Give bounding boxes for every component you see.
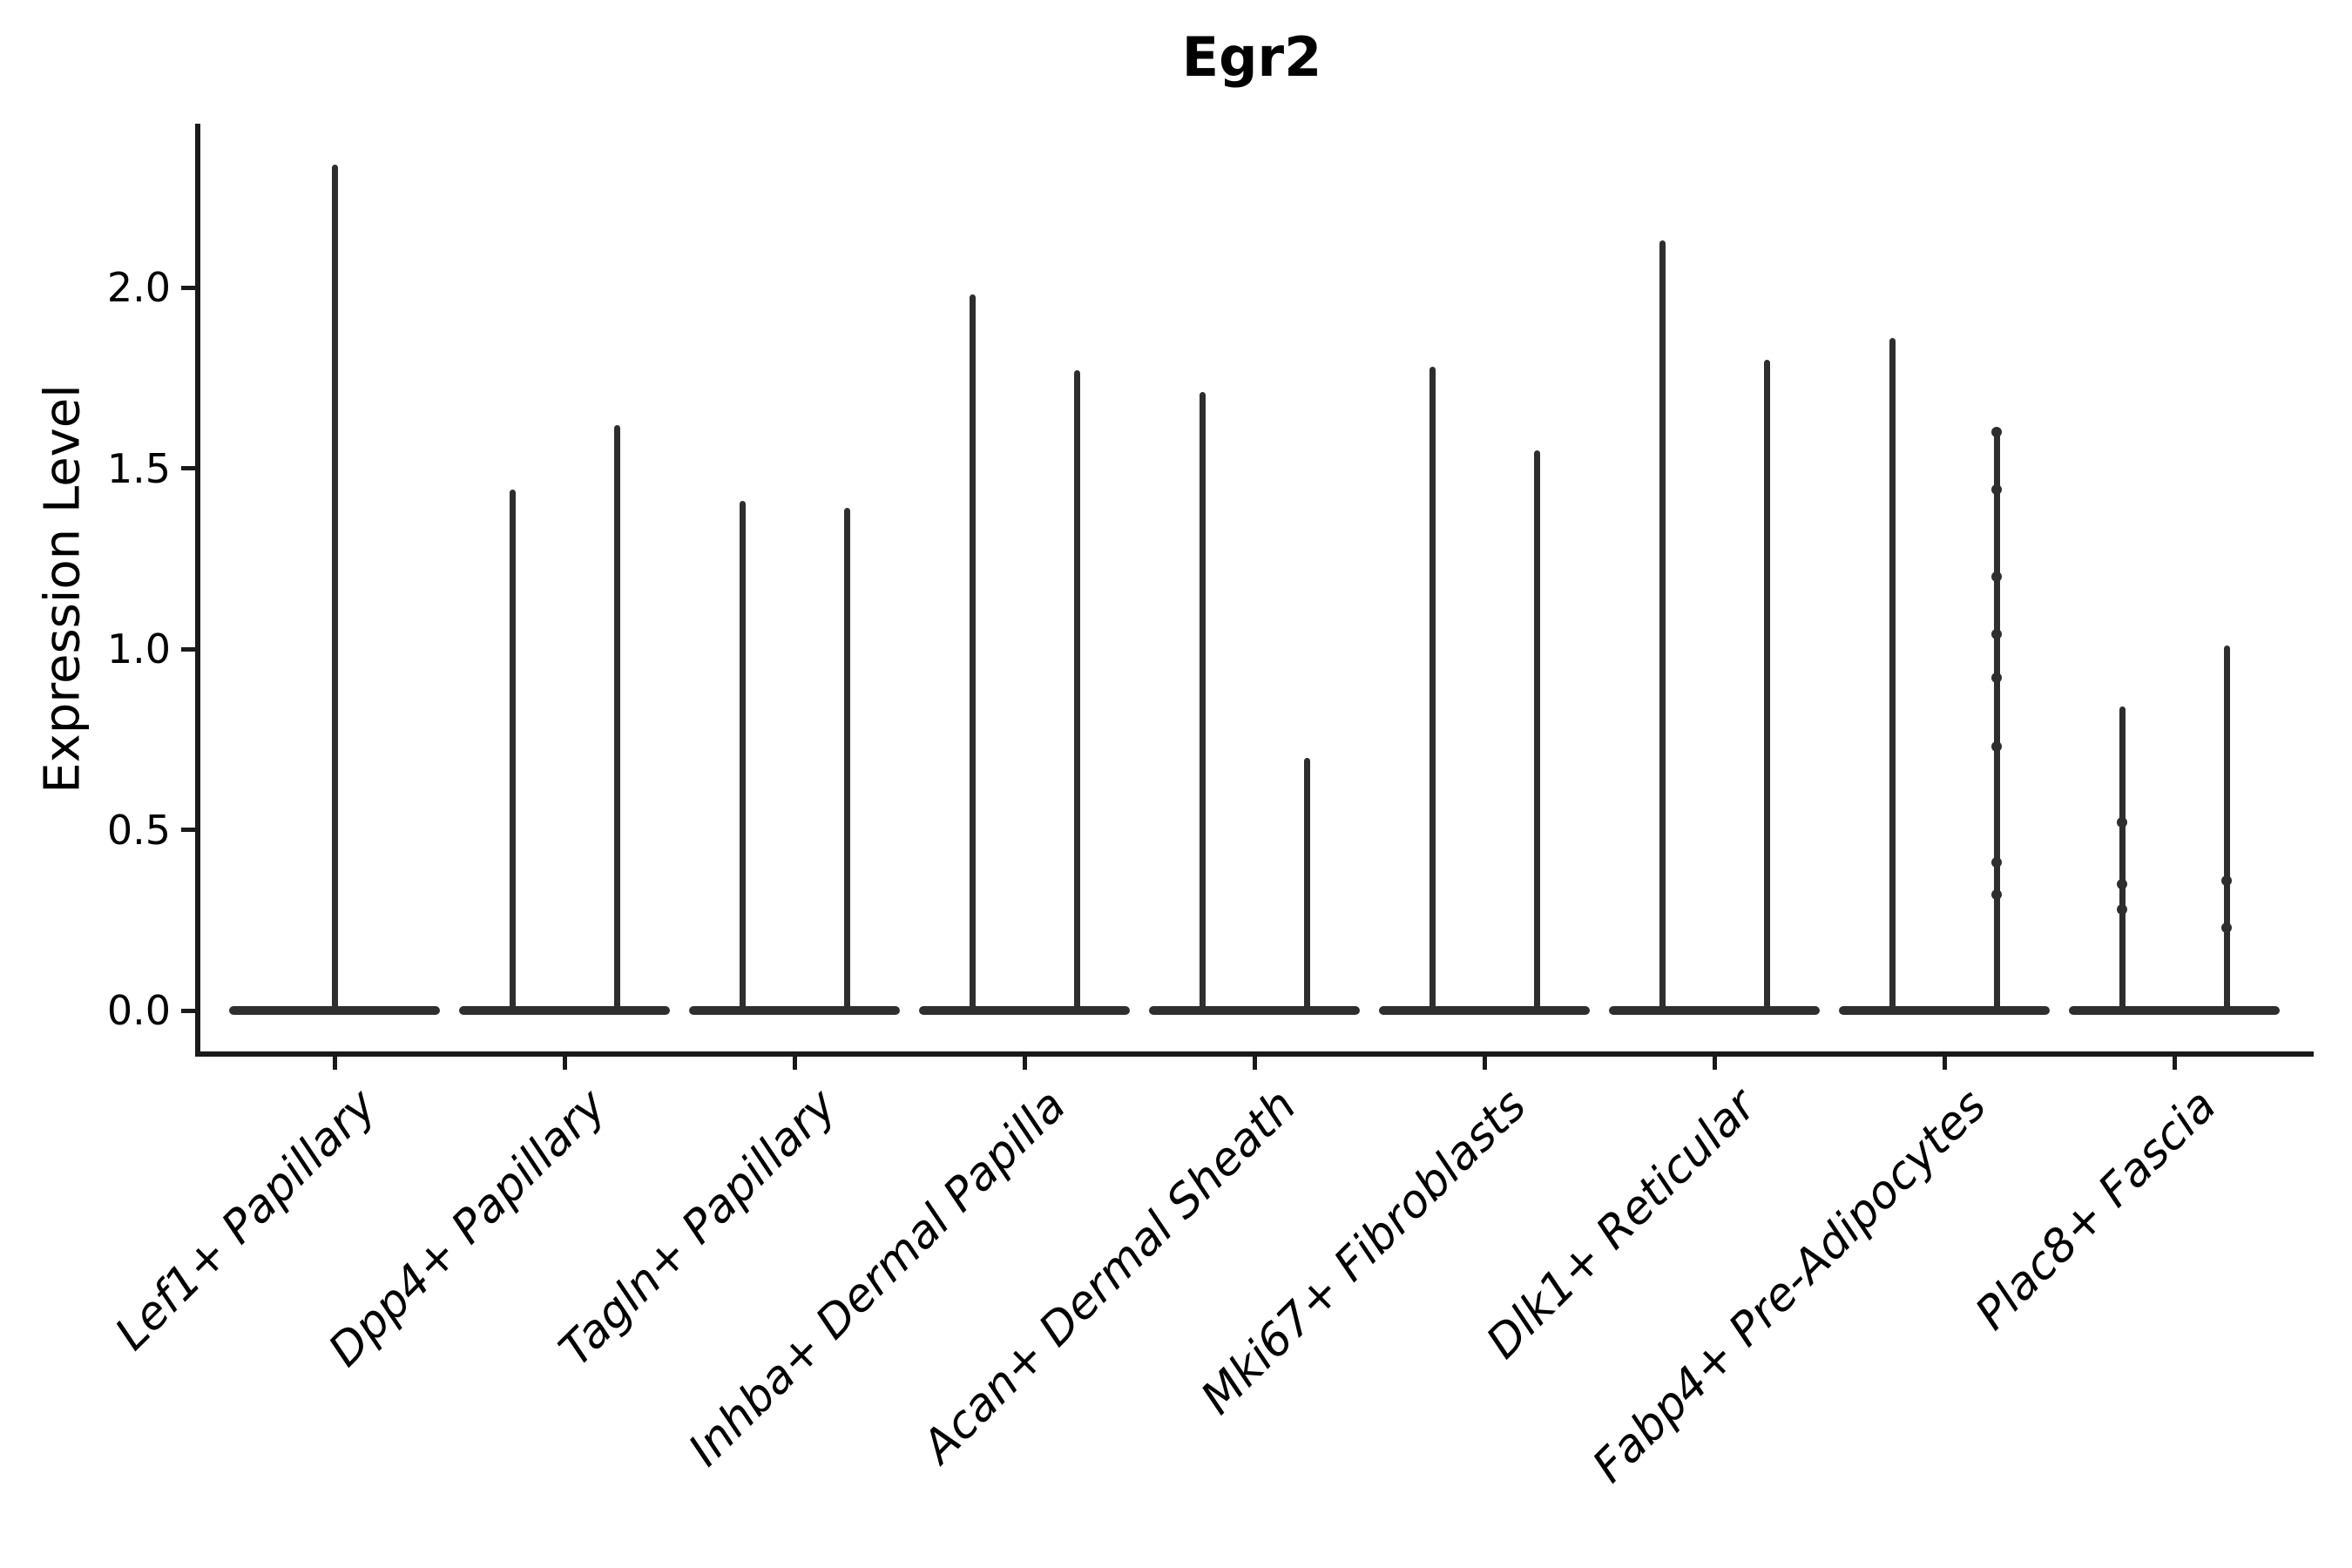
y-tick-mark (181, 646, 195, 652)
violin-spike (1199, 392, 1206, 1014)
x-tick-mark (1482, 1057, 1487, 1070)
y-axis-spine (195, 124, 200, 1057)
jitter-point (1991, 741, 2002, 753)
violin-spike (509, 490, 516, 1014)
x-category-label: Acan+ Dermal Sheath (912, 1079, 1307, 1474)
x-tick-mark (332, 1057, 337, 1070)
jitter-point (2221, 875, 2232, 886)
violin-spike (1763, 360, 1770, 1014)
violin-spike (2119, 706, 2126, 1014)
violin-spike (739, 500, 746, 1014)
violin-spike (1993, 432, 2000, 1014)
x-tick-mark (2172, 1057, 2177, 1070)
x-axis-spine (195, 1051, 2314, 1057)
y-tick-mark (181, 466, 195, 470)
violin-spike (969, 294, 976, 1014)
violin-base (689, 1006, 900, 1015)
x-category-label: Fabp4+ Pre-Adipocytes (1583, 1079, 1997, 1493)
violin-spike (1659, 240, 1666, 1014)
violin-spike (1073, 370, 1080, 1014)
jitter-point (1991, 889, 2002, 901)
chart-title: Egr2 (1181, 25, 1322, 89)
x-tick-mark (1712, 1057, 1717, 1070)
jitter-point (2221, 922, 2232, 933)
x-category-label: Inhba+ Dermal Papilla (679, 1079, 1077, 1477)
violin-spike (843, 508, 850, 1014)
y-axis-label: Expression Level (34, 384, 91, 794)
x-tick-mark (1022, 1057, 1027, 1070)
x-tick-mark (792, 1057, 797, 1070)
x-tick-mark (1942, 1057, 1947, 1070)
violin-base (1149, 1006, 1360, 1015)
y-tick-label: 2.0 (106, 264, 171, 311)
jitter-point (1991, 672, 2002, 684)
violin-base (1609, 1006, 1820, 1015)
jitter-point (1991, 427, 2002, 437)
y-tick-mark (181, 285, 195, 290)
y-tick-label: 0.0 (106, 987, 171, 1034)
violin-base (1379, 1006, 1590, 1015)
jitter-point (1991, 856, 2002, 868)
violin-spike (1303, 757, 1310, 1014)
violin-base (2069, 1006, 2280, 1015)
violin-base (1839, 1006, 2050, 1015)
y-tick-mark (181, 1008, 195, 1013)
y-tick-label: 1.0 (106, 625, 171, 672)
jitter-point (1991, 484, 2002, 496)
jitter-point (1991, 629, 2002, 640)
violin-spike (2223, 645, 2230, 1014)
violin-spike (613, 424, 620, 1014)
violin-base (459, 1006, 670, 1015)
violin-spike (331, 164, 338, 1014)
x-tick-mark (1252, 1057, 1257, 1070)
violin-spike (1889, 338, 1896, 1014)
jitter-point (1991, 571, 2002, 582)
jitter-point (2117, 878, 2127, 889)
violin-spike (1533, 449, 1540, 1014)
jitter-point (2117, 817, 2127, 828)
jitter-point (2117, 903, 2127, 915)
violin-base (919, 1006, 1130, 1015)
y-tick-label: 1.5 (106, 444, 171, 492)
y-tick-label: 0.5 (106, 806, 171, 854)
x-tick-mark (562, 1057, 567, 1070)
violin-spike (1429, 367, 1436, 1014)
y-tick-mark (181, 828, 195, 832)
x-category-label: Plac8+ Fascia (1965, 1079, 2227, 1341)
